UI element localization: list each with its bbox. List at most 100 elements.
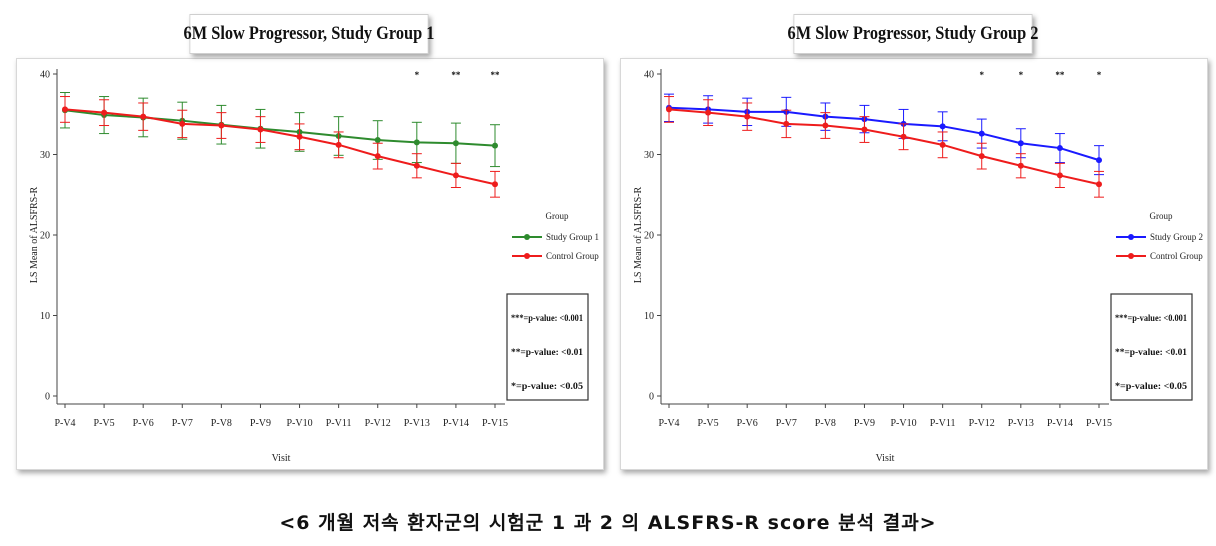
chart-2-legend-title: Group	[1150, 211, 1173, 221]
chart-1-legend-marker	[524, 253, 530, 259]
chart-1-x-tick-label: P-V9	[250, 418, 271, 429]
chart-2-pvalue-legend-item: **=p-value: <0.01	[1115, 347, 1188, 357]
chart-1-y-tick-label: 20	[40, 231, 50, 242]
chart-2-x-tick-label: P-V4	[658, 418, 679, 429]
chart-1-series-1-point	[492, 142, 498, 149]
chart-2-series-2-point	[744, 113, 751, 120]
chart-2-series-2-line	[668, 108, 1100, 186]
chart-1-svg: 0 10 20 30 40 P-V4 P-V5 P-V6 P-V7 P-V8 P-V9 P-V10 P-…	[29, 69, 599, 464]
chart-2-significance-mark: *	[1019, 70, 1024, 80]
chart-1-series-2-point	[492, 181, 498, 188]
chart-2-x-tick-label: P-V6	[737, 418, 758, 429]
chart-1-series-2-point	[335, 141, 342, 148]
chart-2-x-tick-label: P-V8	[815, 418, 836, 429]
chart-1-legend-label: Study Group 1	[546, 232, 599, 242]
chart-1-pvalue-legend-item: **=p-value: <0.01	[511, 347, 584, 357]
chart-1-series-2-point	[452, 172, 459, 179]
chart-2-x-tick-label: P-V15	[1086, 418, 1112, 429]
chart-2-title: 6M Slow Progressor, Study Group 2	[788, 14, 1038, 54]
chart-2-series-2-point	[978, 153, 985, 160]
chart-1-series-1-point	[374, 137, 381, 144]
chart-1-x-tick-label: P-V12	[365, 418, 391, 429]
chart-1-x-tick-label: P-V7	[172, 418, 193, 429]
chart-2-series-2-point	[1017, 162, 1024, 169]
chart-1-legend-label: Control Group	[546, 251, 599, 261]
chart-1-legend-title: Group	[546, 211, 569, 221]
chart-2-significance-mark: *	[1097, 70, 1102, 80]
chart-1-y-tick-label: 40	[40, 70, 50, 81]
chart-1-pvalue-legend-item: *=p-value: <0.05	[511, 381, 584, 391]
chart-2-pvalue-box	[1110, 293, 1193, 401]
chart-1-significance-mark: **	[451, 70, 461, 80]
chart-panel-1: 0 10 20 30 40 P-V4 P-V5 P-V6 P-V7 P-V8 P-V9 P-V10 P-…	[16, 58, 604, 470]
chart-1-y-axis-label: LS Mean of ALSFRS-R	[29, 186, 40, 283]
chart-1-series-2-point	[140, 113, 147, 120]
chart-2-pvalue-legend-item: *=p-value: <0.05	[1115, 381, 1188, 391]
chart-2-series-1-point	[978, 130, 985, 137]
chart-2-series-2-point	[822, 122, 829, 129]
chart-1-series-2-point	[218, 122, 225, 129]
chart-2-series-1-point	[1056, 145, 1063, 152]
chart-1-pvalue-legend-item: ***=p-value: <0.001	[511, 313, 583, 323]
chart-1-x-tick-label: P-V11	[326, 418, 352, 429]
chart-2-svg: 0 10 20 30 40 P-V4 P-V5 P-V6 P-V7 P-V8 P-V9 P-V10 P-…	[633, 69, 1203, 464]
chart-2-x-tick-label: P-V5	[698, 418, 719, 429]
chart-2-series-2-point	[1056, 172, 1063, 179]
chart-2-x-tick-label: P-V13	[1008, 418, 1034, 429]
chart-2-series-1-line	[668, 106, 1100, 162]
chart-2-y-tick-label: 0	[649, 392, 654, 403]
chart-2-series-2-point	[783, 120, 790, 127]
chart-1-series-1-point	[413, 139, 420, 146]
chart-1-series-2-point	[257, 126, 264, 133]
chart-1-significance-mark: **	[491, 70, 501, 80]
chart-2-series-2-point	[861, 126, 868, 133]
chart-2-series-2-point	[705, 109, 712, 116]
chart-2-series-1-point	[939, 123, 946, 130]
chart-2-series-1-point	[1096, 157, 1102, 164]
chart-1-x-tick-label: P-V6	[133, 418, 154, 429]
chart-1-series-1-point	[452, 140, 459, 147]
chart-2-y-axis-label: LS Mean of ALSFRS-R	[633, 186, 644, 283]
chart-2-series-2-point	[666, 106, 672, 113]
chart-1-series-2-point	[374, 153, 381, 160]
chart-2-significance-mark: **	[1055, 70, 1065, 80]
chart-2-x-axis-label: Visit	[876, 453, 895, 464]
chart-1-x-tick-label: P-V4	[54, 418, 75, 429]
chart-1-x-tick-label: P-V8	[211, 418, 232, 429]
chart-1-x-tick-label: P-V10	[286, 418, 312, 429]
chart-1-x-tick-label: P-V13	[404, 418, 430, 429]
chart-2-series-2-point	[1096, 181, 1102, 188]
chart-2-x-tick-label: P-V14	[1047, 418, 1073, 429]
chart-1-y-tick-label: 30	[40, 150, 50, 161]
chart-1-pvalue-box	[506, 293, 589, 401]
chart-1-series-1-line	[64, 109, 496, 147]
chart-1-x-tick-label: P-V14	[443, 418, 469, 429]
chart-1-series-2-point	[62, 106, 68, 113]
chart-1-legend-marker	[524, 234, 530, 240]
chart-1-x-tick-label: P-V5	[94, 418, 115, 429]
chart-2-y-tick-label: 40	[644, 70, 654, 81]
chart-1-y-tick-label: 10	[40, 311, 50, 322]
chart-panel-2: 0 10 20 30 40 P-V4 P-V5 P-V6 P-V7 P-V8 P-V9 P-V10 P-…	[620, 58, 1208, 470]
chart-2-y-tick-label: 20	[644, 231, 654, 242]
chart-2-x-tick-label: P-V11	[930, 418, 956, 429]
chart-1-series-2-point	[179, 120, 186, 127]
chart-2-y-tick-label: 30	[644, 150, 654, 161]
chart-1-significance-mark: *	[415, 70, 420, 80]
chart-1-series-2-point	[296, 133, 303, 140]
chart-2-x-tick-label: P-V10	[890, 418, 916, 429]
chart-2-significance-mark: *	[979, 70, 984, 80]
chart-2-x-tick-label: P-V7	[776, 418, 797, 429]
chart-2-y-tick-label: 10	[644, 311, 654, 322]
chart-2-series-2-point	[900, 133, 907, 140]
chart-1-x-axis-label: Visit	[272, 453, 291, 464]
chart-2-pvalue-legend-item: ***=p-value: <0.001	[1115, 313, 1187, 323]
chart-1-series-2-line	[64, 108, 496, 186]
figure-caption: <6 개월 저속 환자군의 시험군 1 과 2 의 ALSFRS-R score…	[279, 512, 937, 534]
chart-2-x-tick-label: P-V12	[969, 418, 995, 429]
chart-1-series-2-point	[413, 162, 420, 169]
chart-1-y-tick-label: 0	[45, 392, 50, 403]
chart-1-title: 6M Slow Progressor, Study Group 1	[184, 14, 434, 54]
chart-1-x-tick-label: P-V15	[482, 418, 508, 429]
chart-2-legend-label: Study Group 2	[1150, 232, 1203, 242]
